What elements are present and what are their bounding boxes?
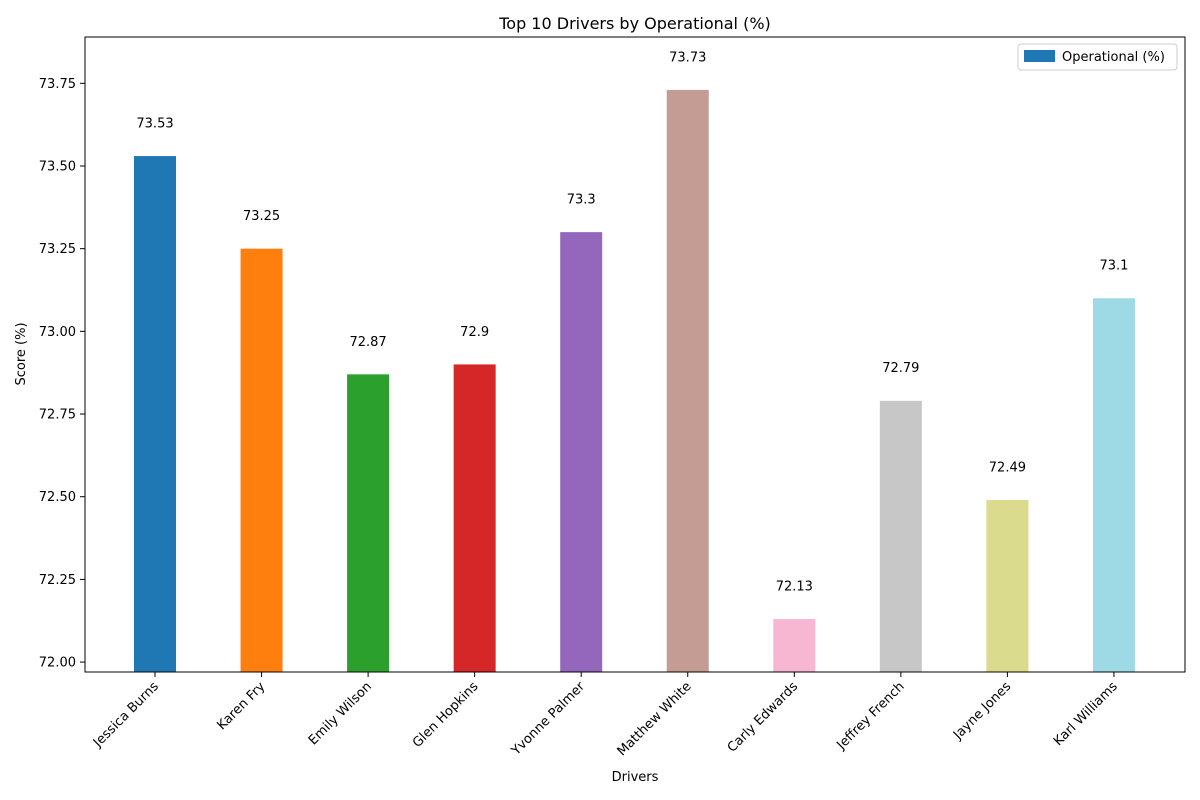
data-label: 73.1 xyxy=(1099,259,1128,274)
x-tick-label: Jessica Burns xyxy=(90,679,162,751)
x-tick-label: Carly Edwards xyxy=(725,679,802,756)
y-tick-label: 73.50 xyxy=(39,159,76,174)
bar xyxy=(986,500,1029,672)
data-labels: 73.53 73.25 72.87 72.9 73.3 73.73 72.13 72.79 72… xyxy=(136,50,1128,594)
data-label: 73.3 xyxy=(567,193,596,208)
x-tick-label: Jayne Jones xyxy=(950,679,1014,743)
bars xyxy=(134,89,1135,673)
bar xyxy=(773,619,816,672)
data-label: 73.53 xyxy=(136,116,173,131)
bar xyxy=(560,232,603,673)
bar xyxy=(453,364,496,672)
x-axis-ticks: Jessica Burns Karen Fry Emily Wilson Glen H… xyxy=(90,672,1121,759)
bar xyxy=(134,156,176,672)
data-label: 73.25 xyxy=(243,209,280,224)
data-label: 73.73 xyxy=(669,50,706,65)
legend-label: Operational (%) xyxy=(1062,50,1165,65)
legend-box xyxy=(1017,43,1178,71)
x-tick-label: Karl Williams xyxy=(1051,679,1121,749)
y-axis-label: Score (%) xyxy=(14,322,29,385)
y-tick-label: 72.00 xyxy=(39,656,76,671)
data-label: 72.9 xyxy=(460,325,489,340)
y-tick-label: 73.25 xyxy=(39,242,76,257)
data-label: 72.49 xyxy=(989,460,1026,475)
legend-swatch xyxy=(1024,50,1055,62)
x-tick-label: Emily Wilson xyxy=(306,679,375,748)
plot-frame xyxy=(84,36,1186,673)
bar xyxy=(666,89,709,672)
bar xyxy=(347,374,390,672)
y-axis-ticks: 72.00 72.25 72.50 72.75 73.00 73.25 73.50 73.75 xyxy=(39,77,85,671)
data-label: 72.13 xyxy=(776,580,813,595)
x-tick-label: Yvonne Palmer xyxy=(508,679,588,759)
y-tick-label: 72.75 xyxy=(39,408,76,423)
x-axis-label: Drivers xyxy=(612,770,659,785)
chart-title: Top 10 Drivers by Operational (%) xyxy=(498,14,771,33)
y-tick-label: 73.00 xyxy=(39,325,76,340)
x-tick-label: Jeffrey French xyxy=(834,679,908,753)
bar xyxy=(879,400,922,672)
data-label: 72.87 xyxy=(349,335,386,350)
x-tick-label: Matthew White xyxy=(615,679,695,759)
y-tick-label: 72.50 xyxy=(39,490,76,505)
x-tick-label: Karen Fry xyxy=(214,679,268,733)
bar xyxy=(240,248,283,672)
y-tick-label: 72.25 xyxy=(39,573,76,588)
bar xyxy=(1092,298,1135,672)
legend: Operational (%) xyxy=(1017,43,1178,71)
x-tick-label: Glen Hopkins xyxy=(410,679,482,751)
y-tick-label: 73.75 xyxy=(39,77,76,92)
data-label: 72.79 xyxy=(882,361,919,376)
